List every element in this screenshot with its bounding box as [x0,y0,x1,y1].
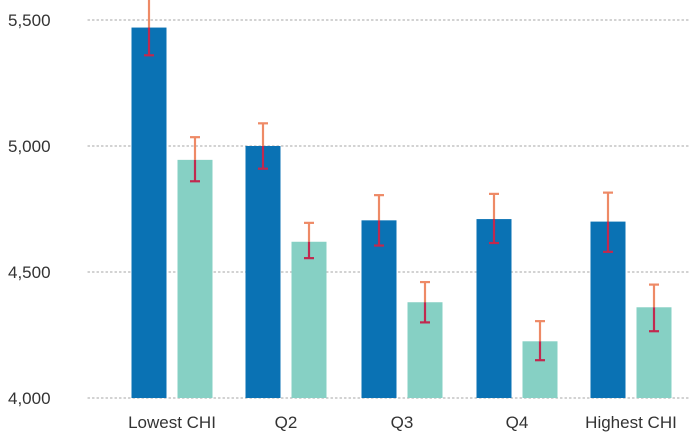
x-category-label: Lowest CHI [128,413,216,432]
x-category-label: Highest CHI [585,413,677,432]
bar-series-1 [245,146,281,398]
x-category-label: Q4 [506,413,529,432]
bar-series-1 [361,220,397,398]
y-tick-label: 5,000 [8,137,51,156]
bar-series-1 [476,219,512,398]
bar-series-2 [177,159,213,398]
x-axis-categories: Lowest CHI Q2 Q3 Q4 Highest CHI [128,413,677,432]
x-category-label: Q3 [391,413,414,432]
bar-series-2 [291,241,327,398]
y-tick-label: 4,500 [8,263,51,282]
y-tick-label: 4,000 [8,389,51,408]
x-category-label: Q2 [275,413,298,432]
error-bars [144,0,659,362]
y-axis-ticks: 4,000 4,500 5,000 5,500 [8,11,51,408]
y-tick-label: 5,500 [8,11,51,30]
bars [131,27,672,399]
bar-series-1 [131,27,167,399]
